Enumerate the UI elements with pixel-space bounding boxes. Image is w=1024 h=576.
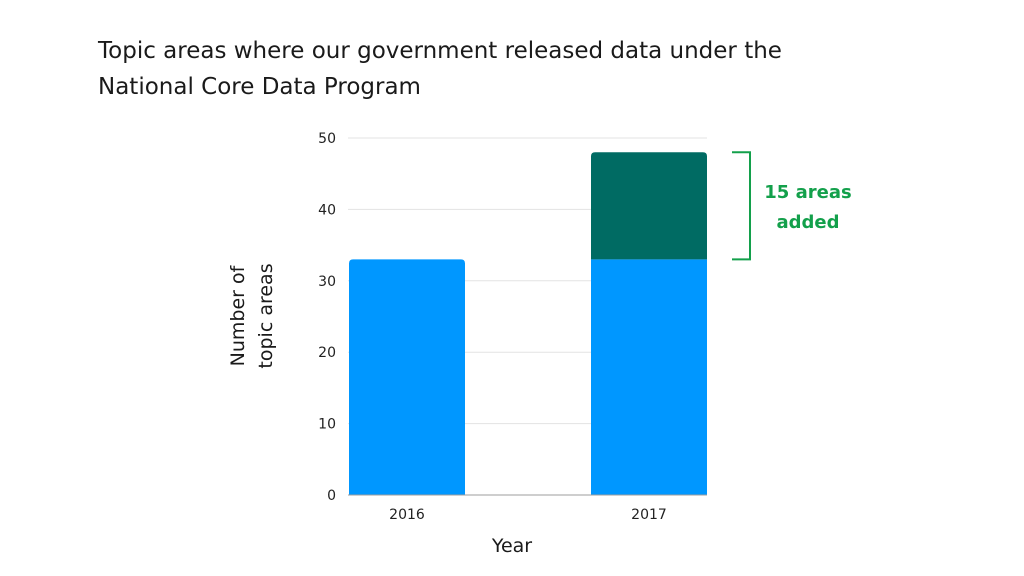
bar-2017-added — [591, 152, 707, 260]
annotation: 15 areas added — [732, 151, 852, 261]
x-axis-title: Year — [491, 535, 532, 557]
annotation-bracket — [732, 151, 751, 261]
x-axis-ticks: 2016 2017 — [389, 507, 667, 523]
chart-title-line-1: Topic areas where our government release… — [98, 38, 782, 64]
annotation-line-1: 15 areas — [764, 182, 851, 203]
y-tick-label: 50 — [318, 131, 336, 147]
y-axis-title: Number of topic areas — [227, 263, 277, 368]
bars — [349, 152, 707, 495]
annotation-line-2: added — [776, 212, 839, 233]
y-tick-label: 20 — [318, 345, 336, 361]
y-axis-ticks: 0 10 20 30 40 50 — [318, 131, 336, 504]
y-tick-label: 10 — [318, 417, 336, 433]
y-axis-title-line-2: topic areas — [255, 263, 277, 368]
y-axis-title-line-1: Number of — [227, 264, 249, 366]
y-tick-label: 40 — [318, 202, 336, 218]
bar-2017-base — [591, 259, 707, 495]
x-tick-label-2016: 2016 — [389, 507, 425, 523]
chart-title: Topic areas where our government release… — [98, 33, 918, 105]
x-tick-label-2017: 2017 — [631, 507, 667, 523]
y-tick-label: 30 — [318, 274, 336, 290]
y-tick-label: 0 — [327, 488, 336, 504]
bar-2016-base — [349, 259, 465, 495]
chart-title-line-2: National Core Data Program — [98, 74, 421, 100]
